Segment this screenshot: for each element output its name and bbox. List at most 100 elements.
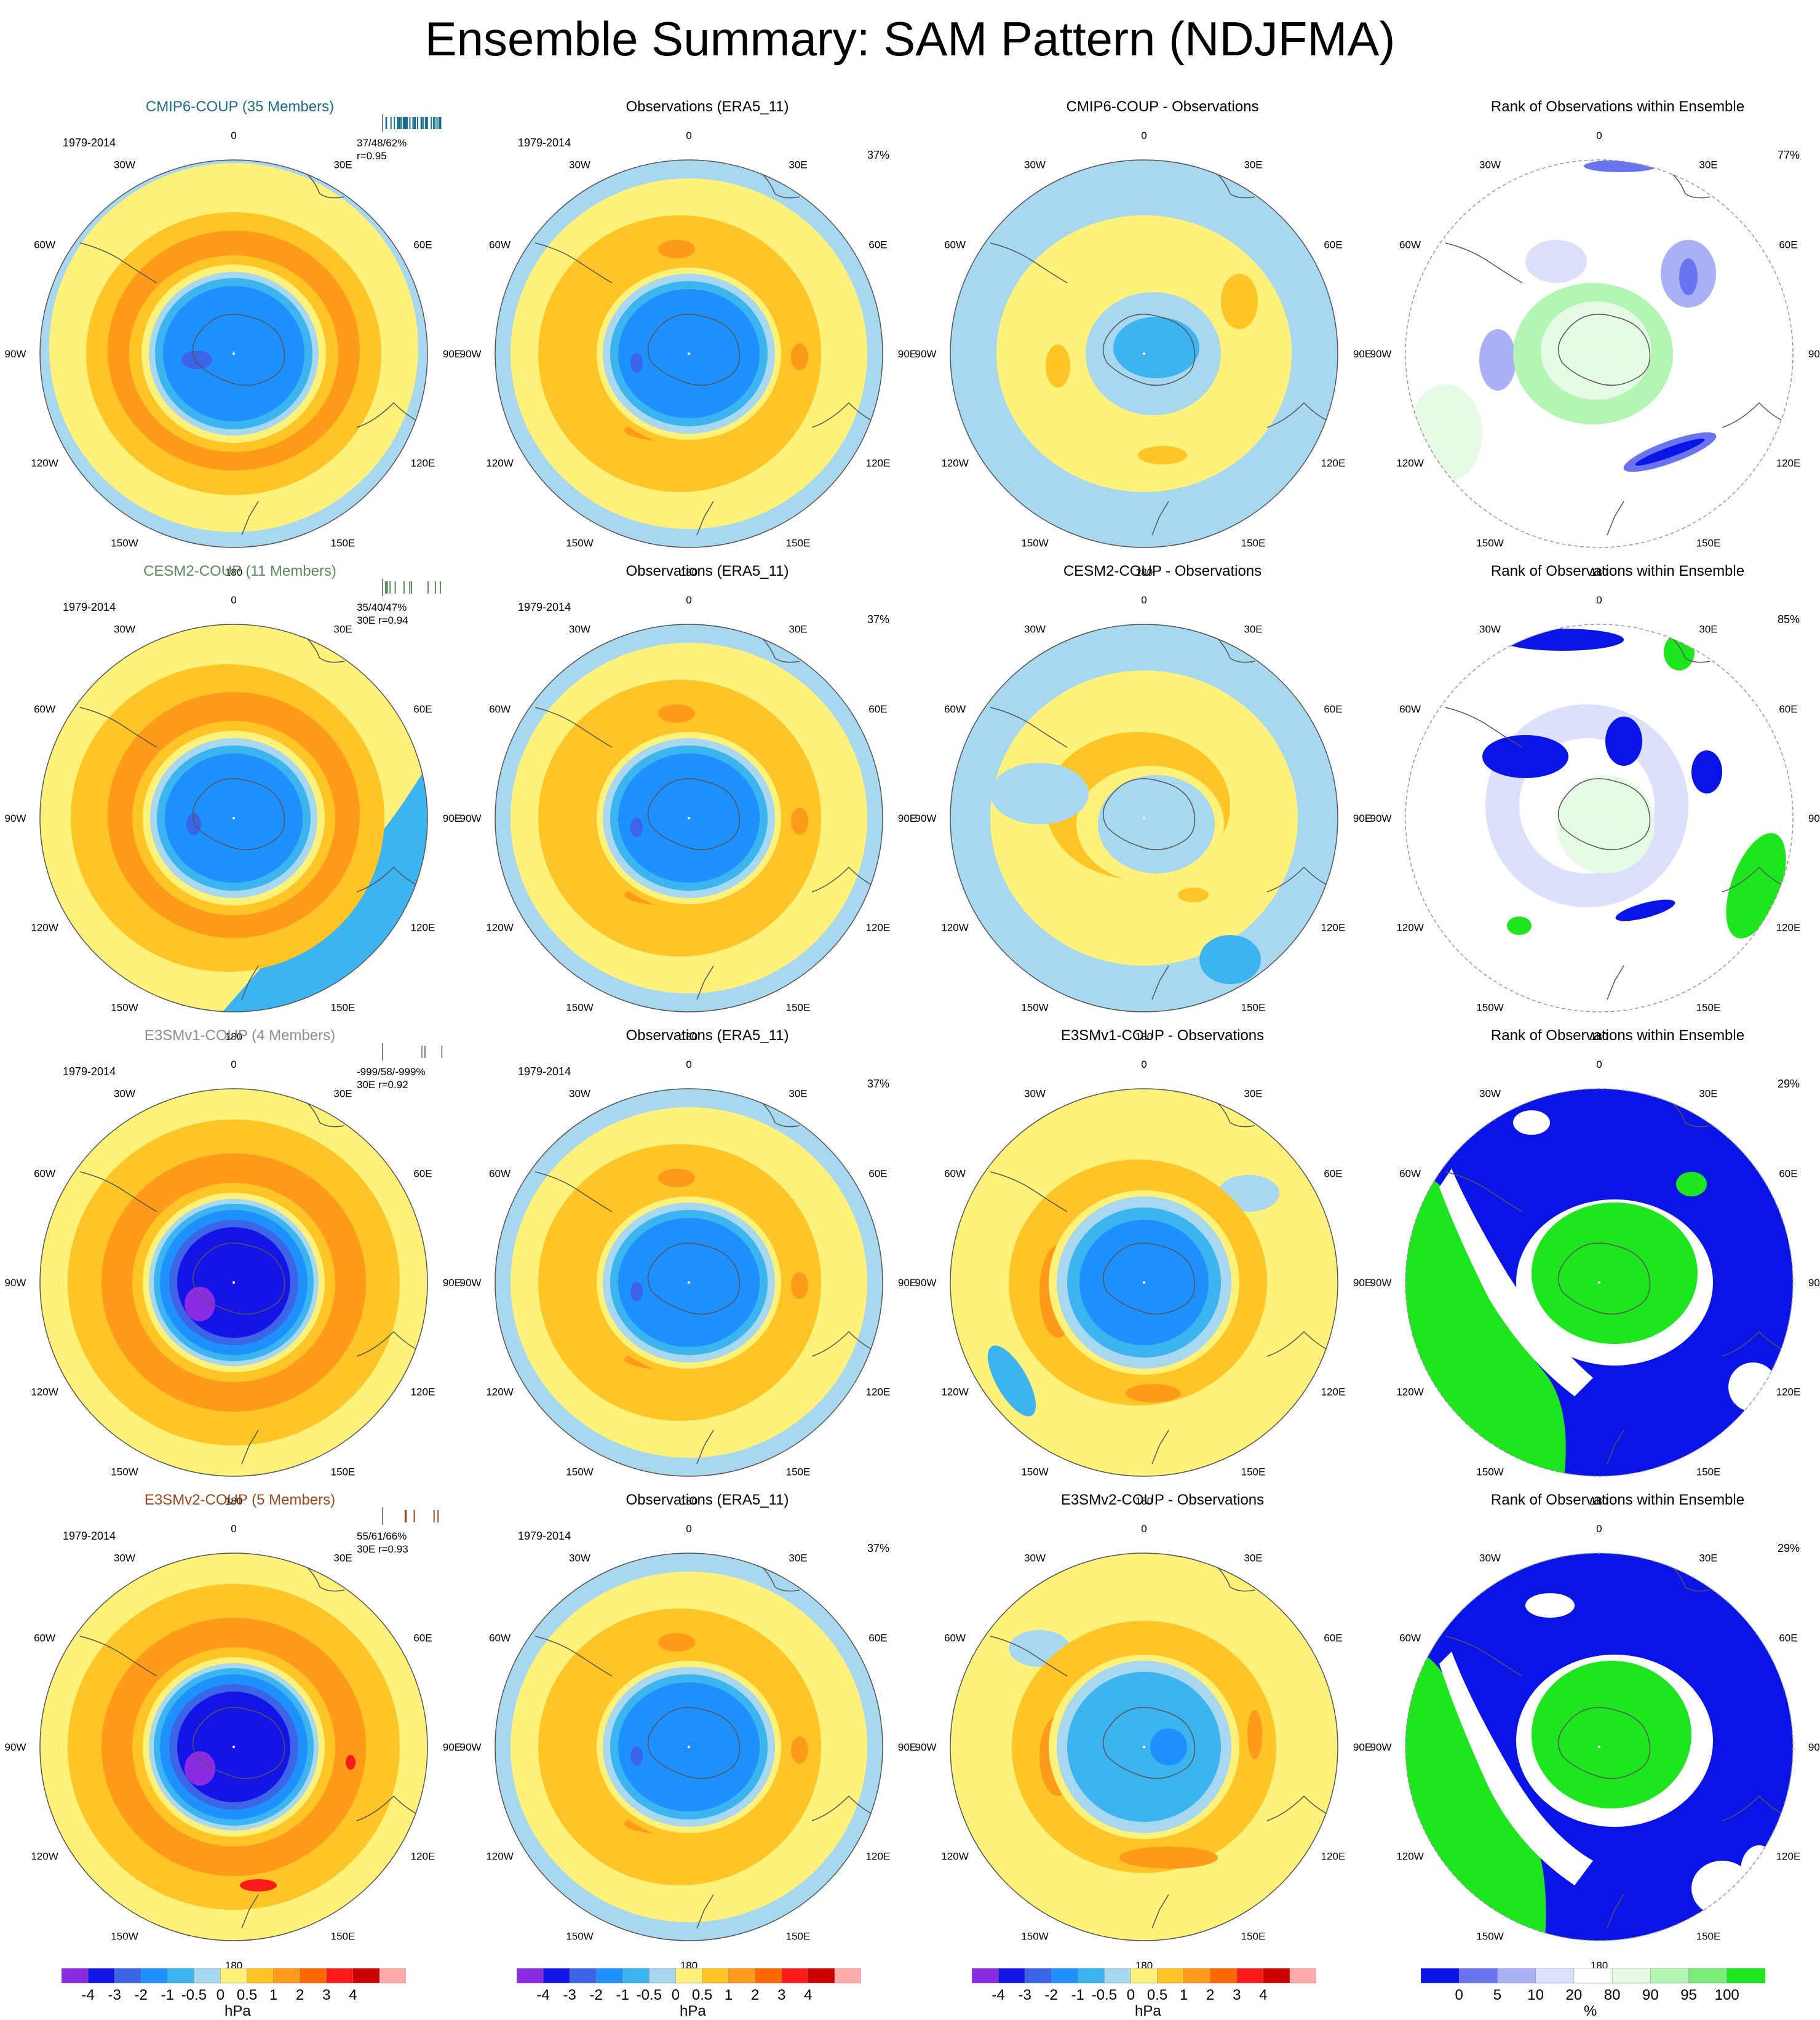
panel-rank-row4: Rank of Observations within Ensemble 29% 0… bbox=[1370, 1492, 1820, 1971]
colorbar-tick-label: 0.5 bbox=[236, 1987, 258, 2003]
antarctica-outline bbox=[1102, 314, 1196, 386]
panel-title: E3SMv2-COUP - Observations bbox=[1060, 1492, 1265, 1508]
australia-outline bbox=[356, 866, 419, 893]
colorbar-tick-label: -4 bbox=[991, 1987, 1005, 2003]
lon-label: 150W bbox=[1476, 1466, 1503, 1477]
pattern-percent: 29% bbox=[1778, 1078, 1800, 1090]
lon-label: 0 bbox=[1596, 130, 1602, 141]
pole-marker bbox=[232, 352, 235, 355]
panel-title: Observations (ERA5_11) bbox=[626, 98, 789, 115]
colorbar-swatches bbox=[971, 1968, 1317, 1984]
colorbar-tick-label: 1 bbox=[269, 1987, 278, 2003]
lon-label: 90W bbox=[915, 813, 937, 824]
panel-title: CMIP6-COUP - Observations bbox=[1066, 98, 1259, 115]
lon-label: 90E bbox=[1808, 1277, 1820, 1289]
lon-label: 60E bbox=[413, 704, 432, 715]
stats-percentiles: -999/58/-999% bbox=[357, 1066, 426, 1078]
panel-obs-row2: Observations (ERA5_11) 1979-2014 37% 0 30E 60… bbox=[460, 563, 935, 1043]
colorbar-tick-label: 3 bbox=[777, 1987, 786, 2003]
colorbar-1: -4 -3 -2 -1 -0.5 0 0.5 1 2 3 4 hPa bbox=[61, 1968, 407, 2019]
lon-label: 60E bbox=[413, 1632, 432, 1644]
panel-obs-row1: Observations (ERA5_11) 1979-2014 37% 0 30E 60… bbox=[460, 98, 935, 578]
lon-label: 30E bbox=[789, 159, 807, 171]
new-zealand-outline bbox=[241, 965, 259, 1000]
colorbar-tick-label: 3 bbox=[1233, 1987, 1241, 2003]
australia-outline bbox=[811, 402, 874, 428]
member-rug-plot bbox=[382, 1043, 443, 1060]
lon-label: 0 bbox=[231, 1059, 236, 1070]
lon-label: 150E bbox=[786, 1930, 811, 1942]
lon-label: 150E bbox=[331, 537, 356, 549]
lon-label: 90E bbox=[1353, 348, 1372, 360]
colorbar-tick-label: 80 bbox=[1603, 1987, 1621, 2003]
lon-label: 180 bbox=[680, 1495, 697, 1507]
south-america-outline bbox=[990, 707, 1068, 748]
antarctica-outline bbox=[192, 1243, 285, 1315]
contour-region bbox=[630, 817, 643, 837]
map-border bbox=[39, 1553, 428, 1941]
lon-label: 0 bbox=[1141, 1059, 1146, 1070]
colorbar-unit: hPa bbox=[1135, 2003, 1161, 2019]
lon-label: 60E bbox=[868, 704, 887, 715]
lon-label: 150E bbox=[1696, 537, 1721, 549]
colorbar-unit: hPa bbox=[680, 2003, 706, 2019]
rank-region bbox=[1525, 240, 1587, 283]
stats-percentiles: 35/40/47% bbox=[357, 602, 407, 613]
lon-label: 120E bbox=[1321, 458, 1346, 469]
period-label: 1979-2014 bbox=[518, 1530, 571, 1542]
lon-label: 90W bbox=[460, 348, 482, 360]
lon-label: 0 bbox=[1141, 594, 1146, 606]
south-america-outline bbox=[79, 1636, 157, 1677]
panel-diff-row2: CESM2-COUP - Observations 0 30E 60E 90E 120E 1… bbox=[915, 563, 1390, 1043]
lon-label: 60E bbox=[868, 239, 887, 251]
stats-correlation: 30E r=0.93 bbox=[357, 1543, 408, 1555]
pole-marker bbox=[1143, 352, 1145, 355]
pole-marker bbox=[232, 1281, 235, 1284]
lon-label: 120E bbox=[1776, 1851, 1801, 1863]
lon-label: 90W bbox=[1370, 813, 1392, 824]
lon-label: 30W bbox=[569, 624, 590, 635]
lon-label: 150W bbox=[111, 1001, 138, 1013]
ensemble-stats: 35/40/47% 30E r=0.94 bbox=[357, 601, 408, 627]
lon-label: 30E bbox=[1699, 624, 1717, 635]
colorbar-tick-label: 2 bbox=[1206, 1987, 1215, 2003]
colorbar-swatch bbox=[1289, 1968, 1317, 1984]
pattern-percent: 37% bbox=[867, 149, 890, 161]
south-america-outline bbox=[534, 242, 613, 284]
colorbar-swatch bbox=[1420, 1968, 1460, 1984]
lon-label: 30W bbox=[1024, 624, 1046, 635]
lon-label: 120E bbox=[866, 922, 891, 934]
colorbar-swatch bbox=[167, 1968, 195, 1984]
map-border bbox=[39, 624, 428, 1012]
panel-title: CMIP6-COUP (35 Members) bbox=[145, 98, 335, 115]
lon-label: 0 bbox=[1596, 594, 1602, 606]
colorbar-tick-label: -1 bbox=[1071, 1987, 1084, 2003]
lon-label: 60E bbox=[1324, 239, 1342, 251]
lon-label: 30W bbox=[1024, 159, 1046, 171]
stats-percentiles: 55/61/66% bbox=[357, 1530, 407, 1542]
colorbar-swatch bbox=[1024, 1968, 1052, 1984]
lon-label: 150W bbox=[566, 537, 593, 549]
rank-region bbox=[1513, 1110, 1550, 1135]
south-america-outline bbox=[79, 242, 157, 284]
lon-label: 150E bbox=[1241, 1930, 1266, 1942]
contour-region bbox=[1199, 935, 1261, 984]
new-zealand-outline bbox=[1151, 501, 1169, 536]
lon-label: 90W bbox=[1370, 1741, 1392, 1753]
colorbar-tick-label: -0.5 bbox=[636, 1987, 662, 2003]
colorbar-swatch bbox=[1650, 1968, 1690, 1984]
lon-label: 90W bbox=[5, 813, 26, 824]
panel-obs-row3: Observations (ERA5_11) 1979-2014 37% 0 30E 60… bbox=[460, 1027, 935, 1507]
rank-region bbox=[1501, 629, 1624, 651]
lon-label: 90E bbox=[443, 348, 461, 360]
ensemble-stats: -999/58/-999% 30E r=0.92 bbox=[357, 1065, 426, 1091]
lon-label: 60W bbox=[489, 1632, 511, 1644]
colorbar-swatch bbox=[595, 1968, 624, 1984]
contour-region bbox=[658, 1169, 695, 1187]
lon-label: 30E bbox=[789, 1088, 807, 1100]
panel-title: Rank of Observations within Ensemble bbox=[1490, 1027, 1745, 1044]
lon-label: 90W bbox=[5, 348, 26, 360]
antarctica-outline bbox=[1102, 778, 1196, 851]
